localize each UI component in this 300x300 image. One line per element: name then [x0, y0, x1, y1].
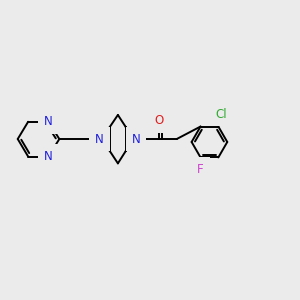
Text: N: N — [44, 150, 53, 163]
Text: N: N — [44, 115, 53, 128]
Text: N: N — [132, 133, 140, 146]
Text: O: O — [154, 114, 164, 128]
Text: N: N — [95, 133, 104, 146]
Text: F: F — [197, 163, 204, 176]
Text: Cl: Cl — [215, 107, 227, 121]
